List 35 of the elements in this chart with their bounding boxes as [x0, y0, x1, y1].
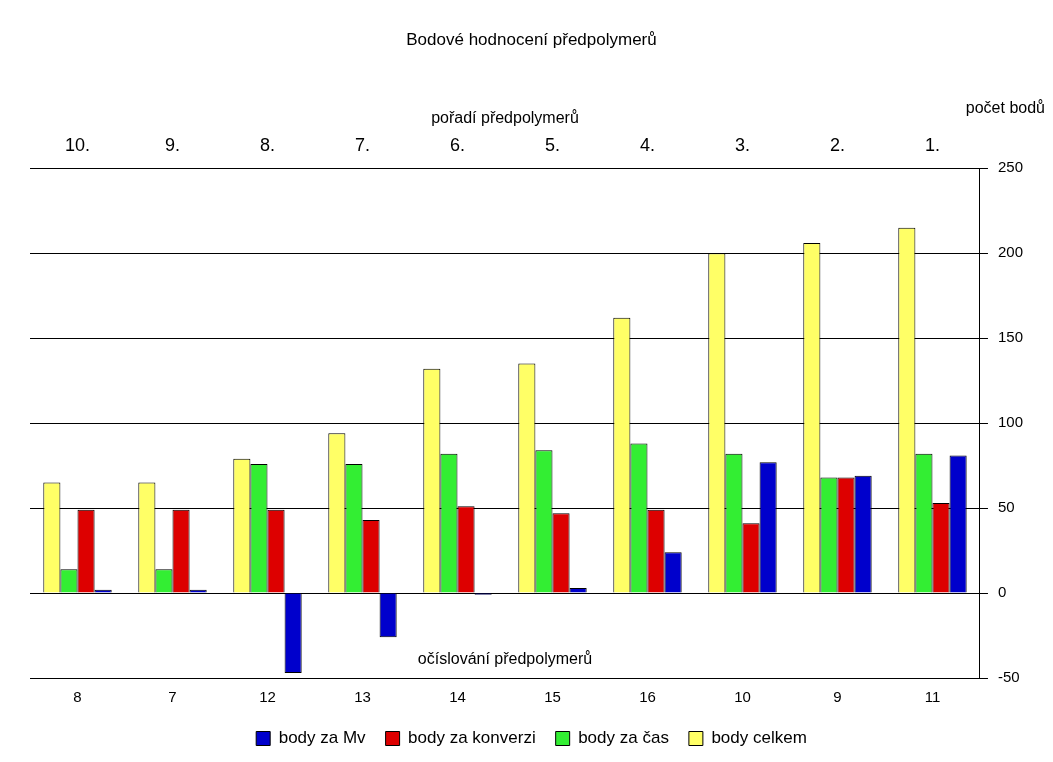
y-tick-label: 50 [997, 498, 1015, 516]
x2-tick-label: 2. [829, 135, 845, 156]
x-tick-label: 14 [449, 688, 466, 706]
y-tick-label: -50 [997, 668, 1020, 686]
y-axis-title: počet bodů [965, 99, 1045, 117]
x2-tick-label: 7. [354, 135, 370, 156]
legend-label: body za čas [578, 728, 669, 748]
x2-tick-label: 8. [259, 135, 275, 156]
x2-tick-label: 3. [734, 135, 750, 156]
y-tick-label: 250 [997, 158, 1023, 176]
x-tick-label: 15 [544, 688, 561, 706]
x2-axis-title: pořadí předpolymerů [431, 109, 579, 127]
x-tick-label: 16 [639, 688, 656, 706]
x-tick-label: 12 [259, 688, 276, 706]
x-axis-title: očíslování předpolymerů [417, 650, 593, 667]
x2-tick-label: 10. [64, 135, 91, 156]
x2-tick-label: 4. [639, 135, 655, 156]
y-tick-label: 150 [997, 328, 1023, 346]
legend-label: body za Mv [278, 728, 367, 748]
x-tick-label: 13 [354, 688, 371, 706]
x-tick-label: 7 [168, 688, 177, 706]
chart-title: Bodové hodnocení předpolymerů [406, 29, 657, 49]
x-tick-label: 11 [924, 688, 941, 706]
y-tick-label: 200 [997, 243, 1023, 261]
y-tick-label: 100 [997, 413, 1023, 431]
x2-tick-label: 9. [164, 135, 180, 156]
y-tick-label: 0 [997, 583, 1007, 601]
x2-tick-label: 1. [924, 135, 940, 156]
x2-tick-label: 6. [449, 135, 465, 156]
x-tick-label: 8 [73, 688, 82, 706]
x-tick-label: 9 [833, 688, 842, 706]
legend-label: body celkem [711, 728, 807, 748]
x-tick-label: 10 [734, 688, 751, 706]
x2-tick-label: 5. [544, 135, 560, 156]
legend-label: body za konverzi [408, 728, 536, 748]
